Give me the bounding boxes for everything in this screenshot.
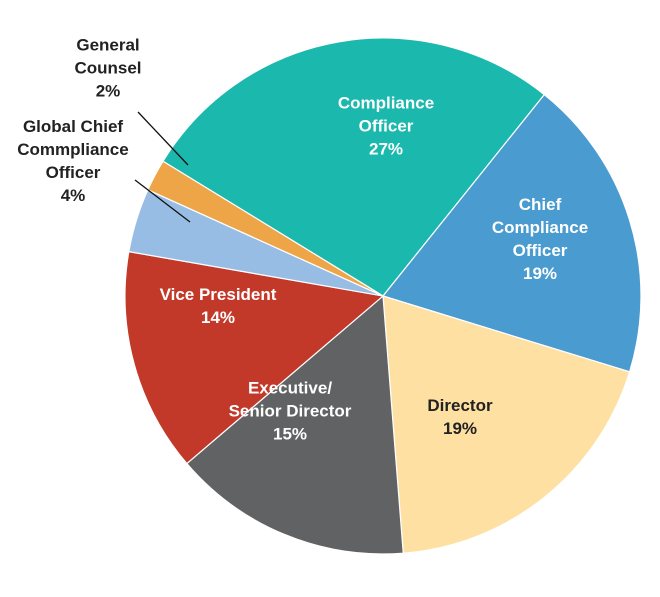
slice-labels: Compliance Officer 27% Chief Compliance Offic… <box>17 35 588 443</box>
slice-percent-label: 19% <box>443 419 477 438</box>
slice-name-line: Compliance <box>492 218 588 237</box>
slice-label-director: Director 19% <box>427 396 493 438</box>
slice-name-line: Compliance <box>338 93 434 112</box>
slice-name-line: General <box>76 35 139 54</box>
slice-name-line: Global Chief <box>23 117 123 136</box>
slice-name-line: Counsel <box>74 58 141 77</box>
pie-slice-chief-compliance-officer <box>382 94 642 373</box>
leader-line-global-chief-commpliance-officer <box>134 179 191 223</box>
pie-slice-vice-president <box>124 251 384 465</box>
slice-label-compliance-officer: Compliance Officer 27% <box>338 93 434 158</box>
slice-name-line: Senior Director <box>229 401 352 420</box>
slice-percent-label: 27% <box>369 139 403 158</box>
slice-name-line: Officer <box>359 116 414 135</box>
slice-percent-label: 15% <box>273 424 307 443</box>
pie-slices <box>124 37 642 555</box>
slice-name-line: Executive/ <box>248 378 332 397</box>
slice-name-line: Commpliance <box>17 140 128 159</box>
pie-slice-executive-senior-director <box>186 295 404 555</box>
slice-label-global-chief-commpliance-officer: Global Chief Commpliance Officer 4% <box>17 117 128 205</box>
slice-name-line: Chief <box>519 195 562 214</box>
pie-slice-compliance-officer <box>162 37 545 297</box>
slice-label-chief-compliance-officer: Chief Compliance Officer 19% <box>492 195 588 283</box>
slice-name-line: Director <box>427 396 493 415</box>
slice-percent-label: 4% <box>61 186 86 205</box>
slice-percent-label: 2% <box>96 81 121 100</box>
slice-label-executive-senior-director: Executive/Senior Director 15% <box>229 378 352 443</box>
slice-label-vice-president: Vice President 14% <box>160 285 277 327</box>
slice-percent-label: 19% <box>523 264 557 283</box>
slice-name-line: Vice President <box>160 285 277 304</box>
pie-slice-director <box>382 295 631 554</box>
slice-percent-label: 14% <box>201 308 235 327</box>
slice-label-general-counsel: General Counsel 2% <box>74 35 141 100</box>
slice-name-line: Officer <box>513 241 568 260</box>
leader-lines <box>134 111 191 223</box>
slice-name-line: Officer <box>46 163 101 182</box>
leader-line-general-counsel <box>137 111 189 166</box>
